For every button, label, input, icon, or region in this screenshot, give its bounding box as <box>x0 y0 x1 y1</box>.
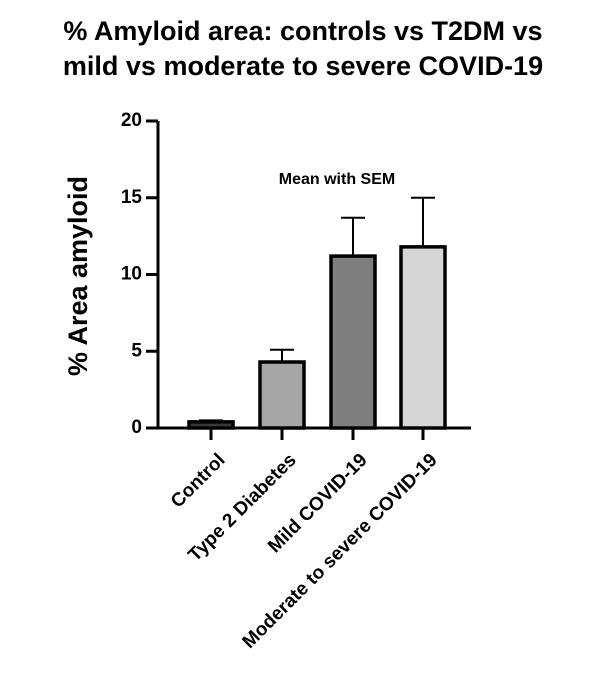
y-axis-label: % Area amyloid <box>63 176 93 376</box>
chart-title-line-2: mild vs moderate to severe COVID-19 <box>62 51 544 81</box>
chart-title-line-1: % Amyloid area: controls vs T2DM vs <box>63 16 543 46</box>
bars <box>187 245 447 430</box>
y-axis: 0 5 10 15 20 <box>121 110 160 438</box>
chart-title: % Amyloid area: controls vs T2DM vs mild… <box>0 14 606 84</box>
bar <box>329 254 377 430</box>
y-tick-label: 5 <box>131 340 142 361</box>
bar <box>187 420 235 430</box>
y-tick-label: 0 <box>131 417 142 438</box>
category-label: Control <box>167 450 230 513</box>
bar <box>399 245 447 430</box>
bar <box>258 360 306 430</box>
y-tick-label: 20 <box>121 110 142 131</box>
x-axis <box>156 426 471 440</box>
y-tick-label: 15 <box>121 187 143 208</box>
y-tick-label: 10 <box>121 264 142 285</box>
error-bars <box>199 196 435 422</box>
annotation-mean-with-sem: Mean with SEM <box>279 171 395 188</box>
